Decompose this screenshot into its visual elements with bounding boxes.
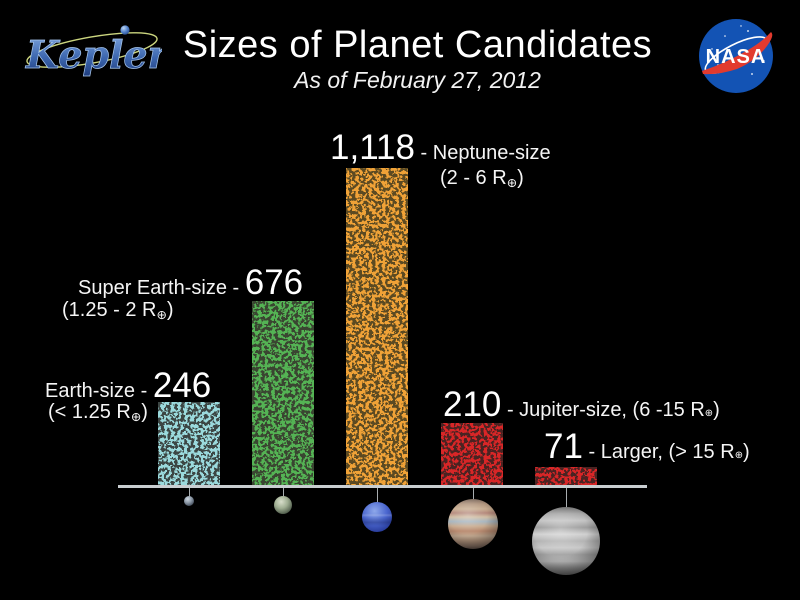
jupiter-planet-icon xyxy=(448,499,498,549)
planet-stem-jupiter-size xyxy=(473,488,474,500)
planet-stem-super-earth-size xyxy=(283,488,284,497)
bar-label-jupiter-size: 210 - Jupiter-size, (6 -15 R ⊕) xyxy=(443,385,720,424)
kepler-logo-graphic: Kepler xyxy=(25,25,171,77)
planet-stem-neptune-size xyxy=(377,488,378,503)
bar-label-larger: 71 - Larger, (> 15 R ⊕) xyxy=(544,427,750,466)
bar-super-earth-size xyxy=(252,301,314,485)
earth-radius-symbol: ⊕ xyxy=(734,450,743,461)
bar-size-range-super-earth-size: (1.25 - 2 R⊕) xyxy=(62,299,174,322)
bar-value-larger: 71 xyxy=(544,427,583,466)
kepler-logo-text: Kepler xyxy=(25,32,162,77)
page-subtitle: As of February 27, 2012 xyxy=(294,67,541,93)
bar-neptune-size xyxy=(346,168,408,485)
earth-planet-icon xyxy=(184,496,194,506)
chart-baseline xyxy=(118,485,647,488)
bar-value-jupiter-size: 210 xyxy=(443,385,502,424)
earth-radius-symbol: ⊕ xyxy=(704,408,714,419)
planet-stem-larger xyxy=(566,488,567,508)
earth-radius-symbol: ⊕ xyxy=(130,408,142,424)
super-earth-planet-icon xyxy=(274,496,292,514)
kepler-planet-dot-icon xyxy=(120,25,130,35)
nasa-logo: NASA xyxy=(696,16,776,96)
bar-label-earth-size: Earth-size - 246 xyxy=(45,366,212,405)
bar-value-earth-size: 246 xyxy=(152,366,212,405)
planet-stem-earth-size xyxy=(189,488,190,497)
nasa-logo-graphic: NASA xyxy=(699,19,773,93)
nasa-red-swoosh xyxy=(702,32,773,75)
earth-radius-symbol: ⊕ xyxy=(156,306,167,322)
kepler-orbit-ellipse xyxy=(26,32,158,68)
kepler-logo: Kepler xyxy=(22,16,171,86)
bar-value-neptune-size: 1,118 xyxy=(330,128,415,167)
larger-planet-icon xyxy=(532,507,600,575)
bar-value-super-earth-size: 676 xyxy=(244,263,304,302)
bar-earth-size xyxy=(158,402,220,485)
nasa-logo-text: NASA xyxy=(706,46,767,68)
bar-label-super-earth-size: Super Earth-size - 676 xyxy=(78,263,304,302)
bar-larger xyxy=(535,467,597,485)
bar-size-range-earth-size: (< 1.25 R⊕) xyxy=(48,401,148,424)
neptune-planet-icon xyxy=(362,502,392,532)
bar-jupiter-size xyxy=(441,423,503,485)
page-title: Sizes of Planet Candidates xyxy=(182,24,653,66)
bar-label-neptune-size: 1,118 - Neptune-size xyxy=(330,128,551,167)
bar-size-range-neptune-size: (2 - 6 R⊕) xyxy=(440,167,524,190)
earth-radius-symbol: ⊕ xyxy=(506,174,518,190)
